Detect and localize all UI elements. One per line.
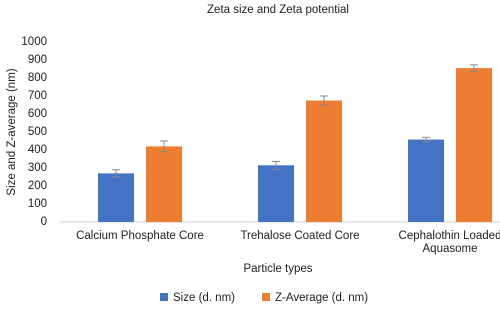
- legend-swatch: [262, 293, 270, 301]
- bar: [306, 100, 342, 222]
- legend-label: Z-Average (d. nm): [275, 292, 368, 304]
- x-tick-label: Trehalose Coated Core: [240, 230, 360, 242]
- x-tick-label: Cephalothin Loaded Aquasome: [398, 230, 500, 255]
- bar: [146, 146, 182, 222]
- y-tick-label: 800: [28, 72, 47, 84]
- error-bar: [422, 136, 430, 143]
- y-tick-label: 1000: [21, 36, 47, 48]
- chart-title: Zeta size and Zeta potential: [207, 4, 349, 16]
- y-tick-label: 400: [28, 144, 47, 156]
- legend-swatch: [160, 293, 168, 301]
- y-tick-label: 0: [41, 216, 47, 228]
- y-tick-label: 600: [28, 108, 47, 120]
- bar: [98, 173, 134, 222]
- y-tick-label: 500: [28, 126, 47, 138]
- x-tick-label: Calcium Phosphate Core: [76, 230, 204, 242]
- x-axis-title: Particle types: [243, 263, 312, 275]
- error-bar: [112, 169, 120, 178]
- error-bar: [470, 64, 478, 72]
- bar: [456, 68, 492, 222]
- y-tick-label: 300: [28, 162, 47, 174]
- bar: [408, 139, 444, 222]
- error-bar: [320, 95, 328, 106]
- y-axis-title: Size and Z-average (nm): [6, 68, 18, 195]
- y-tick-label: 700: [28, 90, 47, 102]
- y-tick-label: 900: [28, 54, 47, 66]
- y-tick-label: 100: [28, 198, 47, 210]
- legend-label: Size (d. nm): [173, 292, 235, 304]
- error-bar: [160, 140, 168, 153]
- error-bar: [272, 160, 280, 170]
- y-tick-label: 200: [28, 180, 47, 192]
- bar: [258, 165, 294, 222]
